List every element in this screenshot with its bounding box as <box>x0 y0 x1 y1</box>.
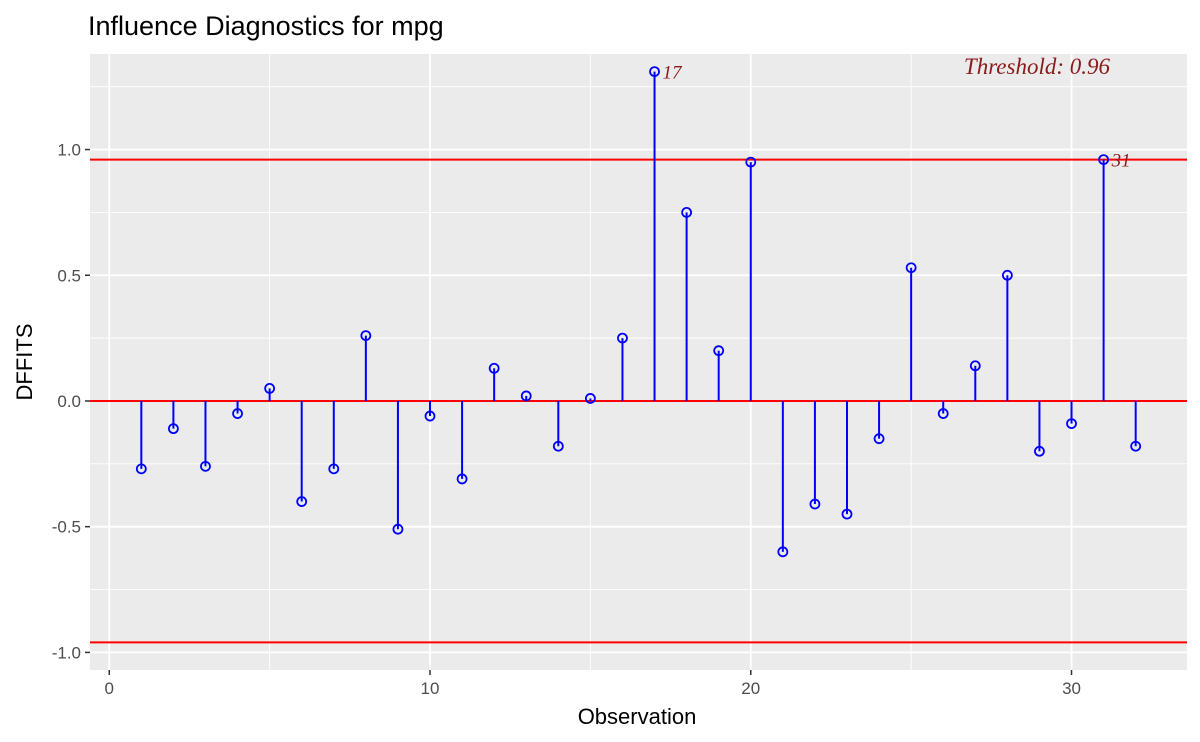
point-label-17: 17 <box>663 63 684 84</box>
point-8 <box>360 330 372 342</box>
y-tick-label--1: -1.0 <box>52 643 81 662</box>
chart-title: Influence Diagnostics for mpg <box>88 11 444 41</box>
x-tick-label-0: 0 <box>105 679 114 698</box>
point-14 <box>552 440 564 452</box>
y-tick-label-0: 0.0 <box>57 392 81 411</box>
point-28 <box>1001 269 1013 281</box>
x-axis-title: Observation <box>578 704 697 729</box>
x-tick-label-20: 20 <box>741 679 760 698</box>
point-27 <box>969 360 981 372</box>
point-15 <box>584 393 596 404</box>
point-32 <box>1130 440 1142 452</box>
minor-gridlines <box>90 54 1187 670</box>
point-26 <box>937 408 949 419</box>
y-axis: -1.0 -0.5 0.0 0.5 1.0 <box>52 141 90 662</box>
x-tick-label-30: 30 <box>1062 679 1081 698</box>
point-3 <box>200 460 211 472</box>
plot-panel <box>90 54 1187 670</box>
point-label-31: 31 <box>1111 151 1131 172</box>
point-9 <box>392 523 404 535</box>
y-axis-title: DFFITS <box>12 324 37 401</box>
point-5 <box>264 382 276 394</box>
y-tick-label-0.5: 0.5 <box>57 266 81 285</box>
point-6 <box>296 496 308 507</box>
point-16 <box>617 332 628 344</box>
point-12 <box>488 362 500 374</box>
point-29 <box>1034 445 1045 457</box>
point-10 <box>424 410 436 422</box>
stems <box>140 71 1137 552</box>
point-31 <box>1098 154 1110 166</box>
point-11 <box>456 473 468 485</box>
threshold-label: Threshold: 0.96 <box>964 54 1111 79</box>
point-21 <box>777 546 789 558</box>
point-19 <box>713 345 725 357</box>
point-4 <box>232 408 243 419</box>
point-13 <box>520 390 532 402</box>
x-tick-label-10: 10 <box>421 679 440 698</box>
point-22 <box>809 498 821 510</box>
point-20 <box>745 156 757 168</box>
point-18 <box>681 206 693 218</box>
point-2 <box>167 423 179 435</box>
point-23 <box>841 508 853 520</box>
points <box>135 66 1142 558</box>
y-tick-label--0.5: -0.5 <box>52 518 81 537</box>
y-tick-label-1: 1.0 <box>57 141 81 160</box>
point-7 <box>328 463 340 475</box>
point-24 <box>873 433 885 445</box>
point-30 <box>1066 418 1077 430</box>
point-25 <box>905 262 917 274</box>
point-1 <box>135 463 147 475</box>
x-axis: 0 10 20 30 <box>105 670 1081 698</box>
point-17 <box>649 66 660 77</box>
reference-lines <box>90 158 1187 644</box>
